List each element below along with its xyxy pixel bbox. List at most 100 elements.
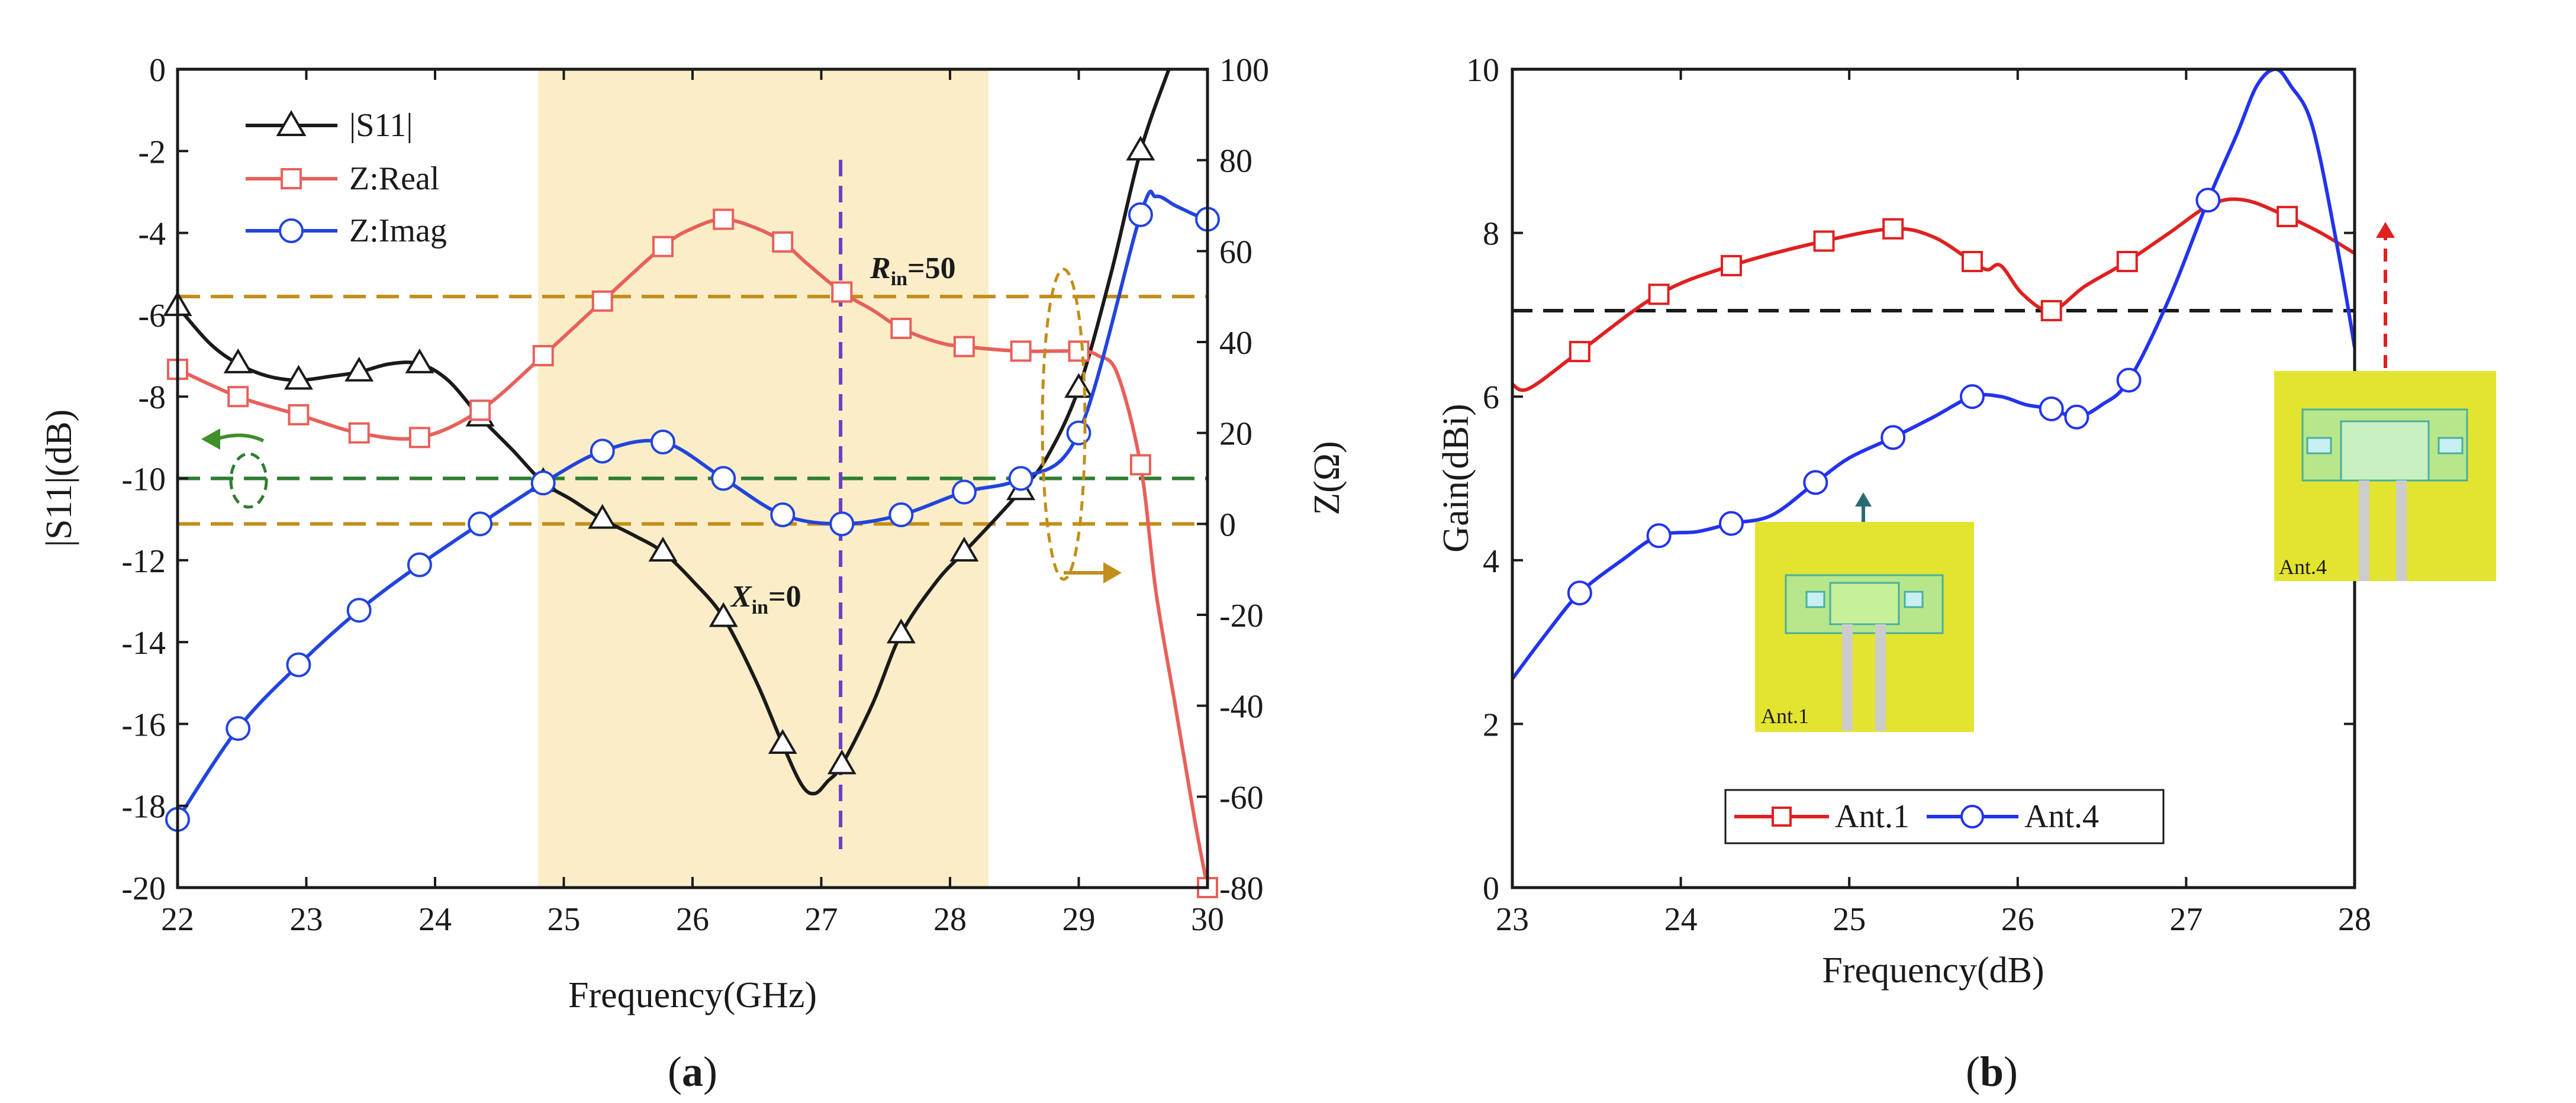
a-point-s11-7 bbox=[588, 504, 617, 529]
a-ytick-right-label: 60 bbox=[1219, 234, 1252, 270]
a-ytick-label: -10 bbox=[121, 462, 166, 498]
b-ytick-label: 6 bbox=[1483, 379, 1499, 416]
a-point-imag-15 bbox=[1066, 420, 1091, 446]
panel-a: 22 23 24 25 26 27 28 29 30 0 -2 -4 -6 -8 -10 -12 -14 -16 -… bbox=[39, 52, 1347, 1095]
a-point-real-10 bbox=[772, 231, 794, 253]
b-point-ant1-6 bbox=[2040, 299, 2062, 321]
a-legend-s11: |S11| bbox=[349, 107, 413, 144]
a-point-real-8 bbox=[652, 236, 674, 257]
a-point-imag-16 bbox=[1128, 202, 1153, 227]
a-point-imag-6 bbox=[530, 470, 556, 496]
a-ytick-right-label: -60 bbox=[1219, 779, 1264, 816]
a-legend-marker-s11 bbox=[276, 110, 307, 136]
a-point-imag-3 bbox=[346, 598, 372, 623]
b-point-ant4-0 bbox=[1567, 580, 1592, 606]
a-ytick-right-label: -40 bbox=[1219, 689, 1264, 725]
b-point-ant1-8 bbox=[2276, 205, 2298, 227]
a-ytick-label: -14 bbox=[121, 625, 166, 662]
a-ytick-label: -6 bbox=[138, 298, 166, 334]
a-xtick-label: 26 bbox=[676, 901, 709, 938]
a-point-real-14 bbox=[1010, 340, 1032, 362]
b-xtick-label: 27 bbox=[2169, 901, 2203, 938]
b-xtick-label: 25 bbox=[1833, 901, 1866, 938]
b-point-ant4-8 bbox=[2116, 367, 2142, 393]
a-ytick-right-label: 100 bbox=[1219, 52, 1269, 89]
b-inset-ant4-feed-right bbox=[2396, 480, 2407, 581]
a-legend-real: Z:Real bbox=[349, 160, 439, 197]
a-point-s11-13 bbox=[949, 537, 979, 562]
b-point-ant4-3 bbox=[1803, 470, 1828, 495]
a-ytick-right-label: 0 bbox=[1219, 507, 1236, 543]
b-ytick-label: 4 bbox=[1483, 543, 1499, 580]
a-point-real-15 bbox=[1068, 340, 1090, 362]
a-point-imag-7 bbox=[590, 438, 615, 464]
a-point-imag-11 bbox=[829, 511, 855, 537]
b-point-ant4-7 bbox=[2064, 404, 2089, 430]
a-point-imag-13 bbox=[951, 479, 977, 505]
a-point-s11-4 bbox=[405, 348, 434, 373]
a-point-s11-2 bbox=[284, 365, 313, 390]
a-point-imag-8 bbox=[650, 430, 675, 455]
a-ytick-label: -18 bbox=[121, 789, 166, 825]
b-xtick-label: 24 bbox=[1664, 901, 1698, 938]
a-point-imag-5 bbox=[468, 511, 493, 537]
b-point-ant1-1 bbox=[1648, 283, 1670, 305]
a-point-s11-8 bbox=[648, 537, 678, 562]
b-ytick-label: 2 bbox=[1483, 707, 1499, 743]
a-point-imag-10 bbox=[770, 502, 796, 527]
a-point-imag-14 bbox=[1008, 466, 1033, 491]
b-ylabel: Gain(dBi) bbox=[1436, 404, 1476, 552]
b-point-ant1-3 bbox=[1813, 230, 1835, 252]
a-xtick-label: 24 bbox=[418, 901, 452, 938]
a-xtick-label: 22 bbox=[161, 901, 194, 938]
b-inset-ant1-slot-left bbox=[1805, 591, 1825, 608]
a-xlabel: Frequency(GHz) bbox=[568, 975, 817, 1015]
a-point-real-11 bbox=[831, 281, 853, 303]
b-inset-ant4-center bbox=[2340, 420, 2430, 482]
a-point-s11-1 bbox=[223, 348, 253, 373]
a-xtick-label: 25 bbox=[548, 901, 581, 938]
b-inset-ant1-center bbox=[1829, 582, 1900, 625]
a-point-imag-9 bbox=[711, 466, 736, 491]
a-left-axis-indicator bbox=[201, 428, 268, 509]
b-legend-marker-ant1 bbox=[1772, 807, 1792, 827]
b-caption: (b) bbox=[1966, 1048, 2018, 1095]
a-ytick-right-label: 80 bbox=[1219, 143, 1252, 180]
a-xtick-label: 23 bbox=[290, 901, 323, 938]
a-green-arrowhead bbox=[201, 428, 220, 450]
b-legend-marker-ant4 bbox=[1960, 805, 1984, 828]
b-xtick-label: 23 bbox=[1496, 901, 1529, 938]
b-legend-ant4: Ant.4 bbox=[2024, 798, 2099, 835]
a-ylabel-right: Z(Ω) bbox=[1307, 441, 1347, 515]
a-point-s11-15 bbox=[1064, 373, 1093, 398]
a-ytick-right-label: -20 bbox=[1219, 598, 1264, 634]
b-xtick-label: 28 bbox=[2338, 901, 2371, 938]
b-series-line-ant1 bbox=[1512, 197, 2355, 392]
a-point-real-9 bbox=[713, 208, 735, 230]
a-point-real-4 bbox=[408, 427, 430, 449]
b-point-ant1-4 bbox=[1882, 218, 1904, 240]
b-xlabel: Frequency(dB) bbox=[1822, 950, 2044, 991]
a-ytick-right-label: 20 bbox=[1219, 416, 1252, 453]
b-point-ant4-1 bbox=[1646, 523, 1672, 549]
b-point-ant1-5 bbox=[1961, 251, 1983, 273]
a-point-real-13 bbox=[953, 336, 975, 357]
a-caption: (a) bbox=[668, 1048, 717, 1095]
a-point-imag-2 bbox=[286, 652, 311, 678]
b-inset-ant1-label: Ant.1 bbox=[1761, 704, 1809, 728]
a-point-imag-4 bbox=[407, 552, 432, 578]
a-point-s11-12 bbox=[886, 618, 916, 644]
b-inset-ant1-feed-left bbox=[1842, 624, 1853, 731]
a-xtick-label: 27 bbox=[805, 901, 838, 938]
a-gold-arrowhead bbox=[1103, 562, 1122, 583]
b-point-ant4-4 bbox=[1881, 425, 1906, 450]
b-ytick-label: 0 bbox=[1483, 870, 1499, 907]
a-ytick-right-label: 40 bbox=[1219, 325, 1252, 362]
a-gold-ellipse bbox=[1041, 267, 1087, 581]
b-inset-ant4-slot-right bbox=[2437, 437, 2464, 454]
a-ytick-label: 0 bbox=[149, 52, 166, 89]
b-inset-ant1: Ant.1 bbox=[1755, 492, 1974, 732]
a-ytick-label: -20 bbox=[121, 870, 166, 907]
b-inset-ant4-label: Ant.4 bbox=[2279, 555, 2327, 579]
